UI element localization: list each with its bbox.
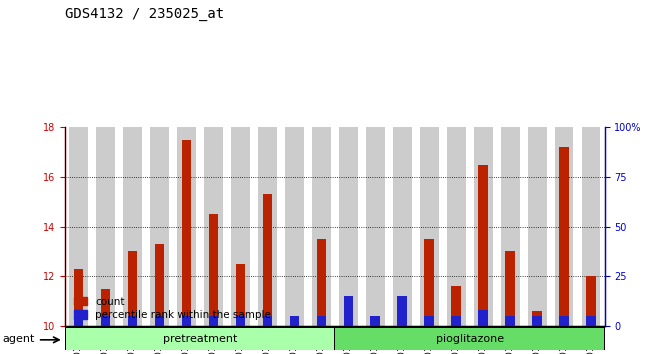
Bar (420, 127, 439, 326)
Bar (586, 276, 596, 326)
Bar (285, 127, 304, 326)
Text: pioglitazone: pioglitazone (436, 334, 504, 344)
Text: GDS4132 / 235025_at: GDS4132 / 235025_at (65, 7, 224, 21)
Bar (559, 147, 569, 326)
Bar (343, 296, 353, 326)
Bar (155, 316, 164, 326)
Bar (263, 194, 272, 326)
Bar (339, 127, 358, 326)
Bar (554, 127, 573, 326)
Bar (532, 311, 542, 326)
Bar (66, 329, 334, 349)
Legend: count, percentile rank within the sample: count, percentile rank within the sample (70, 292, 275, 324)
Bar (204, 127, 223, 326)
Bar (586, 316, 596, 326)
Bar (370, 316, 380, 326)
Bar (181, 316, 191, 326)
Bar (263, 316, 272, 326)
Bar (500, 127, 519, 326)
Bar (397, 296, 407, 326)
Bar (181, 140, 191, 326)
Bar (447, 127, 465, 326)
Bar (73, 269, 83, 326)
Bar (370, 316, 380, 326)
Bar (532, 316, 542, 326)
Bar (127, 316, 137, 326)
Bar (127, 251, 137, 326)
Bar (289, 316, 299, 326)
Bar (505, 316, 515, 326)
Bar (343, 321, 353, 326)
Bar (478, 165, 488, 326)
Bar (209, 316, 218, 326)
Bar (317, 316, 326, 326)
Bar (258, 127, 277, 326)
Bar (155, 244, 164, 326)
Bar (177, 127, 196, 326)
Bar (231, 127, 250, 326)
Bar (150, 127, 169, 326)
Bar (235, 316, 245, 326)
Bar (289, 316, 299, 326)
Text: agent: agent (3, 334, 35, 344)
Bar (335, 329, 604, 349)
Bar (474, 127, 493, 326)
Bar (312, 127, 331, 326)
Bar (96, 127, 115, 326)
Bar (123, 127, 142, 326)
Bar (424, 316, 434, 326)
Bar (69, 127, 88, 326)
Bar (424, 239, 434, 326)
Bar (505, 251, 515, 326)
Bar (393, 127, 411, 326)
Bar (209, 214, 218, 326)
Bar (478, 310, 488, 326)
Bar (528, 127, 547, 326)
Bar (451, 316, 461, 326)
Bar (397, 316, 407, 326)
Bar (451, 286, 461, 326)
Bar (559, 316, 569, 326)
Bar (317, 239, 326, 326)
Bar (582, 127, 601, 326)
Bar (235, 264, 245, 326)
Bar (73, 316, 83, 326)
Bar (366, 127, 385, 326)
Text: pretreatment: pretreatment (162, 334, 237, 344)
Bar (101, 316, 111, 326)
Bar (101, 289, 111, 326)
